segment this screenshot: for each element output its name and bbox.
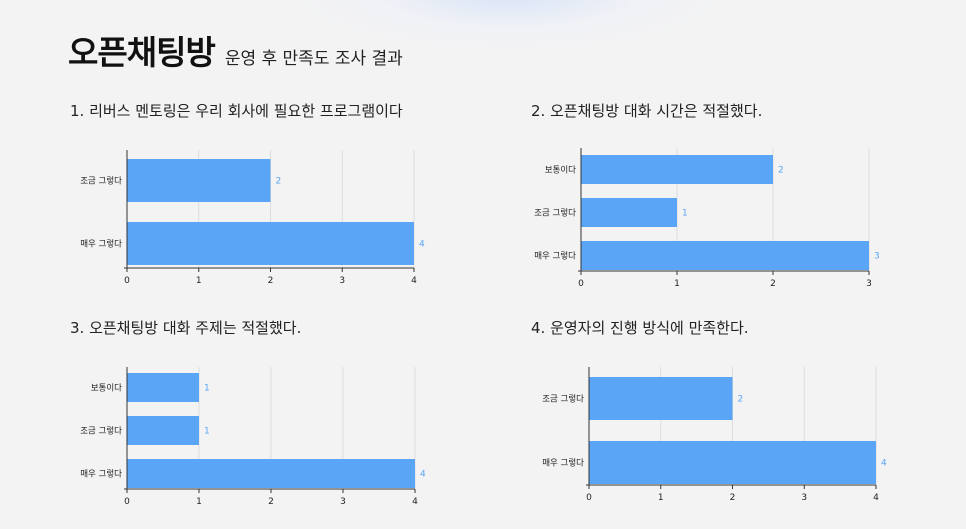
- tick-label: 1: [196, 497, 202, 507]
- tick-label: 0: [578, 279, 584, 289]
- data-label: 1: [204, 427, 210, 437]
- data-label: 2: [276, 177, 282, 187]
- data-label: 1: [204, 384, 210, 394]
- category-label: 조금 그렇다: [534, 208, 576, 219]
- bar: [127, 222, 414, 265]
- tick-label: 3: [801, 493, 807, 503]
- data-label: 4: [881, 459, 887, 469]
- data-label: 4: [420, 470, 426, 480]
- tick-label: 3: [866, 279, 872, 289]
- category-label: 보통이다: [91, 383, 122, 394]
- tick-label: 2: [770, 279, 776, 289]
- category-label: 매우 그렇다: [542, 458, 584, 469]
- chart-2-title: 2. 오픈채팅방 대화 시간은 적절했다.: [531, 102, 763, 120]
- tick-label: 2: [268, 497, 274, 507]
- chart-4-title: 4. 운영자의 진행 방식에 만족한다.: [531, 319, 749, 337]
- tick-label: 4: [412, 497, 418, 507]
- tick-label: 1: [658, 493, 664, 503]
- bar: [581, 198, 677, 227]
- tick-label: 3: [340, 497, 346, 507]
- tick-label: 2: [268, 276, 274, 286]
- category-label: 매우 그렇다: [80, 469, 122, 480]
- tick-label: 2: [730, 493, 736, 503]
- tick-label: 4: [411, 276, 417, 286]
- page-title: 오픈채팅방: [68, 33, 216, 72]
- category-label: 조금 그렇다: [80, 426, 122, 437]
- bar: [127, 416, 199, 445]
- bar: [127, 373, 199, 402]
- background-glow: [300, 0, 720, 50]
- chart-3-title: 3. 오픈채팅방 대화 주제는 적절했다.: [70, 319, 302, 337]
- tick-label: 3: [339, 276, 345, 286]
- bar: [589, 441, 876, 484]
- data-label: 4: [419, 240, 425, 250]
- tick-label: 1: [674, 279, 680, 289]
- data-label: 2: [738, 395, 744, 405]
- bar: [127, 459, 415, 488]
- category-label: 조금 그렇다: [80, 176, 122, 187]
- page-header: 오픈채팅방 운영 후 만족도 조사 결과: [68, 26, 403, 74]
- bar: [127, 159, 271, 202]
- bar: [581, 155, 773, 184]
- tick-label: 0: [124, 276, 130, 286]
- bar: [581, 241, 869, 270]
- bar: [589, 377, 733, 420]
- chart-1-title: 1. 리버스 멘토링은 우리 회사에 필요한 프로그램이다: [70, 102, 403, 120]
- category-label: 보통이다: [545, 165, 576, 176]
- tick-label: 1: [196, 276, 202, 286]
- category-label: 매우 그렇다: [534, 251, 576, 262]
- data-label: 2: [778, 166, 784, 176]
- tick-label: 0: [124, 497, 130, 507]
- category-label: 매우 그렇다: [80, 239, 122, 250]
- tick-label: 4: [873, 493, 879, 503]
- page-subtitle: 운영 후 만족도 조사 결과: [224, 49, 403, 69]
- category-label: 조금 그렇다: [542, 394, 584, 405]
- tick-label: 0: [586, 493, 592, 503]
- data-label: 3: [874, 252, 880, 262]
- data-label: 1: [682, 209, 688, 219]
